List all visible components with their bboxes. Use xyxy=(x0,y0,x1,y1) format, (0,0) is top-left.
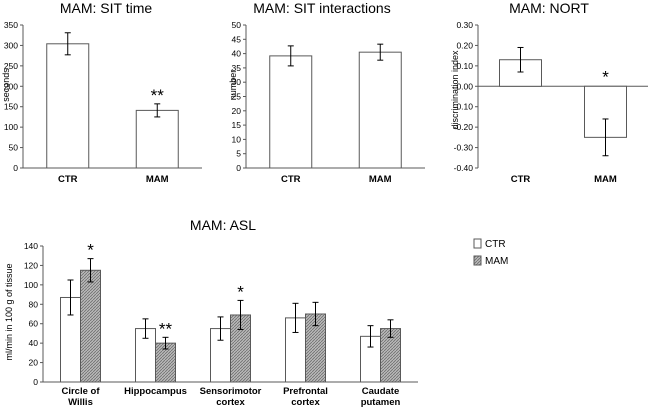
x-tick-label: CTR xyxy=(281,174,301,185)
legend-label: CTR xyxy=(485,239,506,250)
x-tick-label: MAM xyxy=(369,174,392,185)
y-tick-label: 100 xyxy=(4,122,18,132)
legend-swatch-ctr xyxy=(473,238,482,249)
bar xyxy=(358,51,402,169)
x-tick-label: MAM xyxy=(594,174,617,185)
y-tick-label: 35 xyxy=(232,63,242,73)
panel-title: MAM: SIT time xyxy=(60,0,153,16)
x-tick-label: Hippocampus xyxy=(124,386,187,397)
significance-marker: * xyxy=(602,67,609,86)
y-tick-label: 40 xyxy=(29,338,39,348)
panel-title: MAM: ASL xyxy=(190,217,256,233)
y-tick-label: 50 xyxy=(232,20,242,30)
y-tick-label: 150 xyxy=(4,102,18,112)
x-tick-label: Willis xyxy=(68,397,93,408)
y-tick-label: 350 xyxy=(4,20,18,30)
y-tick-label: 15 xyxy=(232,120,242,130)
y-axis-label: number xyxy=(228,70,238,101)
y-tick-label: 10 xyxy=(232,134,242,144)
y-tick-label: -0.40 xyxy=(454,163,474,173)
legend-swatch-mam xyxy=(473,255,482,266)
x-tick-label: Prefrontal xyxy=(283,386,328,397)
significance-marker: ** xyxy=(151,86,165,105)
y-tick-label: 0.10 xyxy=(456,61,473,71)
significance-marker: * xyxy=(237,282,244,301)
x-tick-label: MAM xyxy=(146,174,169,185)
y-axis-label: ml/min in 100 g of tissue xyxy=(4,263,14,360)
y-tick-label: 250 xyxy=(4,61,18,71)
legend-label: MAM xyxy=(485,256,508,267)
bar xyxy=(135,109,179,169)
y-tick-label: 45 xyxy=(232,34,242,44)
y-tick-label: 200 xyxy=(4,81,18,91)
y-tick-label: 0.00 xyxy=(456,81,473,91)
y-tick-label: -0.20 xyxy=(454,122,474,132)
y-tick-label: 50 xyxy=(9,143,19,153)
bar xyxy=(269,55,313,169)
y-tick-label: 20 xyxy=(29,358,39,368)
x-tick-label: Caudate xyxy=(362,386,399,397)
y-tick-label: 0.20 xyxy=(456,40,473,50)
y-axis-label: seconds xyxy=(1,68,11,102)
x-tick-label: cortex xyxy=(216,397,245,408)
x-tick-label: CTR xyxy=(58,174,78,185)
y-tick-label: 140 xyxy=(24,241,38,251)
y-tick-label: 40 xyxy=(232,49,242,59)
y-axis-label: discrimination index xyxy=(450,50,460,130)
y-tick-label: 0 xyxy=(13,163,18,173)
x-tick-label: CTR xyxy=(511,174,531,185)
y-tick-label: 120 xyxy=(24,260,38,270)
x-tick-label: putamen xyxy=(361,397,401,408)
y-tick-label: 0 xyxy=(236,163,241,173)
panel-title: MAM: NORT xyxy=(509,0,589,16)
panel-sit-time: MAM: SIT time seconds 0 50 100 150 200 250 300… xyxy=(1,0,202,185)
significance-marker: * xyxy=(87,241,94,260)
x-tick-label: Circle of xyxy=(61,386,100,397)
y-tick-label: 30 xyxy=(232,77,242,87)
y-tick-label: -0.10 xyxy=(454,102,474,112)
bar-mam xyxy=(80,269,101,383)
panel-title: MAM: SIT interactions xyxy=(253,0,390,16)
y-tick-label: 100 xyxy=(24,280,38,290)
panel-nort: MAM: NORT discrimination index -0.40 -0.3… xyxy=(450,0,648,185)
y-tick-label: -0.30 xyxy=(454,143,474,153)
y-tick-label: 5 xyxy=(236,149,241,159)
x-tick-label: cortex xyxy=(291,397,320,408)
y-tick-label: 80 xyxy=(29,299,39,309)
y-tick-label: 0.30 xyxy=(456,20,473,30)
y-tick-label: 20 xyxy=(232,106,242,116)
y-tick-label: 60 xyxy=(29,319,39,329)
significance-marker: ** xyxy=(159,319,173,338)
panel-asl: MAM: ASL ml/min in 100 g of tissue 0 20 40… xyxy=(4,217,508,408)
bar xyxy=(46,43,90,169)
y-tick-label: 0 xyxy=(33,377,38,387)
y-tick-label: 25 xyxy=(232,92,242,102)
x-tick-label: Sensorimotor xyxy=(200,386,262,397)
panel-sit-interactions: MAM: SIT interactions number 0 5 10 15 20 25 3… xyxy=(228,0,425,185)
y-tick-label: 300 xyxy=(4,40,18,50)
